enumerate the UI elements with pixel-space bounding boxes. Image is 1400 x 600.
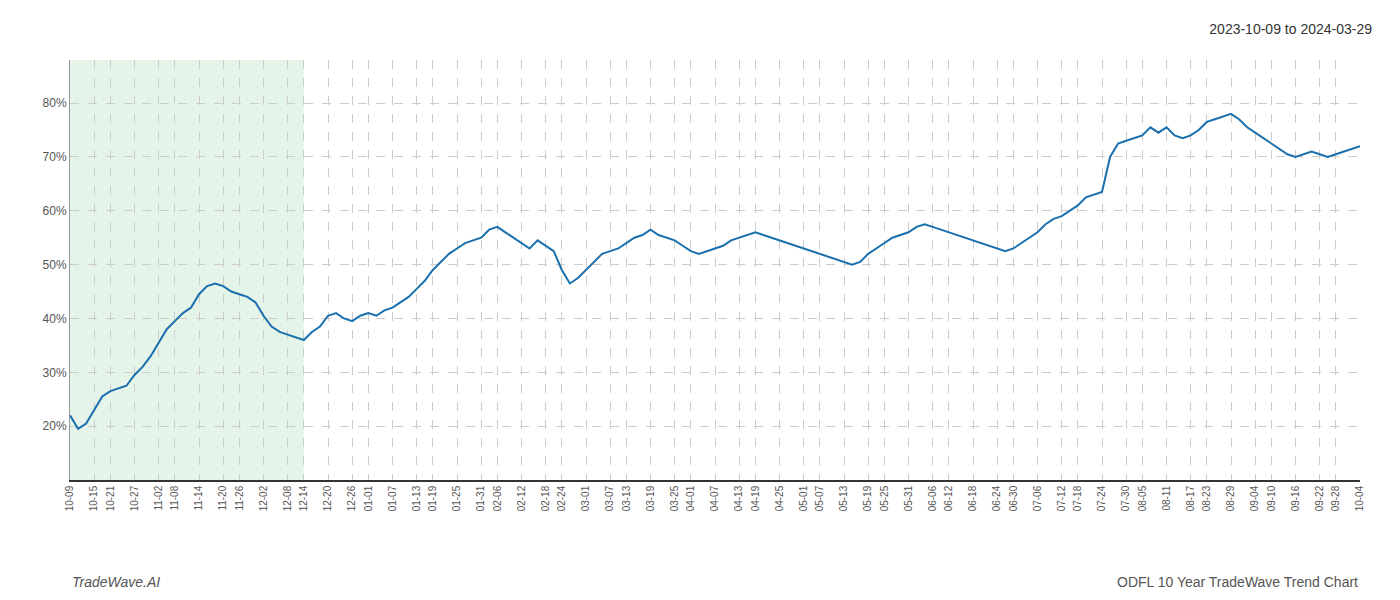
svg-text:05-13: 05-13	[838, 485, 849, 511]
svg-text:05-07: 05-07	[814, 485, 825, 511]
svg-text:10-15: 10-15	[88, 485, 99, 511]
svg-text:08-11: 08-11	[1161, 485, 1172, 510]
svg-text:40%: 40%	[43, 312, 67, 326]
svg-text:06-18: 06-18	[967, 485, 978, 511]
svg-text:01-13: 01-13	[411, 485, 422, 511]
svg-text:09-16: 09-16	[1290, 485, 1301, 511]
svg-text:20%: 20%	[43, 419, 67, 433]
svg-text:08-23: 08-23	[1201, 485, 1212, 511]
svg-text:01-31: 01-31	[475, 485, 486, 511]
svg-text:06-12: 06-12	[943, 485, 954, 511]
svg-text:05-19: 05-19	[862, 485, 873, 511]
svg-text:ODFL 10 Year TradeWave Trend C: ODFL 10 Year TradeWave Trend Chart	[1117, 574, 1358, 590]
svg-text:12-26: 12-26	[346, 485, 357, 511]
svg-text:01-19: 01-19	[427, 485, 438, 511]
svg-text:01-01: 01-01	[363, 485, 374, 511]
svg-text:05-31: 05-31	[903, 485, 914, 511]
svg-text:06-30: 06-30	[1008, 485, 1019, 511]
svg-text:08-05: 08-05	[1137, 485, 1148, 511]
svg-text:09-28: 09-28	[1330, 485, 1341, 511]
svg-text:60%: 60%	[43, 204, 67, 218]
svg-text:12-14: 12-14	[298, 485, 309, 511]
svg-text:07-18: 07-18	[1072, 485, 1083, 511]
svg-text:01-07: 01-07	[387, 485, 398, 511]
svg-text:03-25: 03-25	[669, 485, 680, 511]
svg-text:50%: 50%	[43, 258, 67, 272]
svg-text:06-06: 06-06	[927, 485, 938, 511]
svg-text:2023-10-09 to 2024-03-29: 2023-10-09 to 2024-03-29	[1209, 21, 1372, 37]
svg-text:04-13: 04-13	[733, 485, 744, 511]
svg-text:02-18: 02-18	[540, 485, 551, 511]
svg-text:10-27: 10-27	[129, 485, 140, 511]
svg-text:02-06: 02-06	[492, 485, 503, 511]
svg-text:09-04: 09-04	[1249, 485, 1260, 511]
svg-text:04-25: 04-25	[774, 485, 785, 511]
svg-text:02-12: 02-12	[516, 485, 527, 511]
svg-text:09-10: 09-10	[1266, 485, 1277, 511]
svg-text:06-24: 06-24	[991, 485, 1002, 511]
svg-text:11-20: 11-20	[217, 485, 228, 510]
svg-text:02-24: 02-24	[556, 485, 567, 511]
svg-text:12-20: 12-20	[322, 485, 333, 511]
svg-text:08-29: 08-29	[1225, 485, 1236, 511]
svg-text:11-26: 11-26	[234, 485, 245, 510]
svg-text:10-21: 10-21	[105, 485, 116, 511]
svg-text:12-02: 12-02	[258, 485, 269, 511]
svg-text:10-09: 10-09	[64, 485, 75, 511]
svg-text:11-08: 11-08	[169, 485, 180, 510]
svg-text:09-22: 09-22	[1314, 485, 1325, 511]
svg-text:12-08: 12-08	[282, 485, 293, 511]
svg-text:11-14: 11-14	[193, 485, 204, 510]
svg-text:03-07: 03-07	[604, 485, 615, 511]
svg-text:TradeWave.AI: TradeWave.AI	[72, 574, 160, 590]
svg-text:05-01: 05-01	[798, 485, 809, 511]
svg-text:11-02: 11-02	[153, 485, 164, 510]
svg-text:07-12: 07-12	[1056, 485, 1067, 511]
svg-text:04-01: 04-01	[685, 485, 696, 511]
svg-text:10-04: 10-04	[1354, 485, 1365, 511]
svg-text:03-13: 03-13	[621, 485, 632, 511]
svg-text:07-06: 07-06	[1032, 485, 1043, 511]
svg-text:01-25: 01-25	[451, 485, 462, 511]
svg-text:07-30: 07-30	[1120, 485, 1131, 511]
svg-text:04-07: 04-07	[709, 485, 720, 511]
svg-text:03-01: 03-01	[580, 485, 591, 511]
svg-text:08-17: 08-17	[1185, 485, 1196, 511]
svg-text:05-25: 05-25	[879, 485, 890, 511]
svg-text:30%: 30%	[43, 366, 67, 380]
svg-text:03-19: 03-19	[645, 485, 656, 511]
svg-text:80%: 80%	[43, 96, 67, 110]
svg-text:70%: 70%	[43, 150, 67, 164]
svg-text:07-24: 07-24	[1096, 485, 1107, 511]
svg-text:04-19: 04-19	[750, 485, 761, 511]
